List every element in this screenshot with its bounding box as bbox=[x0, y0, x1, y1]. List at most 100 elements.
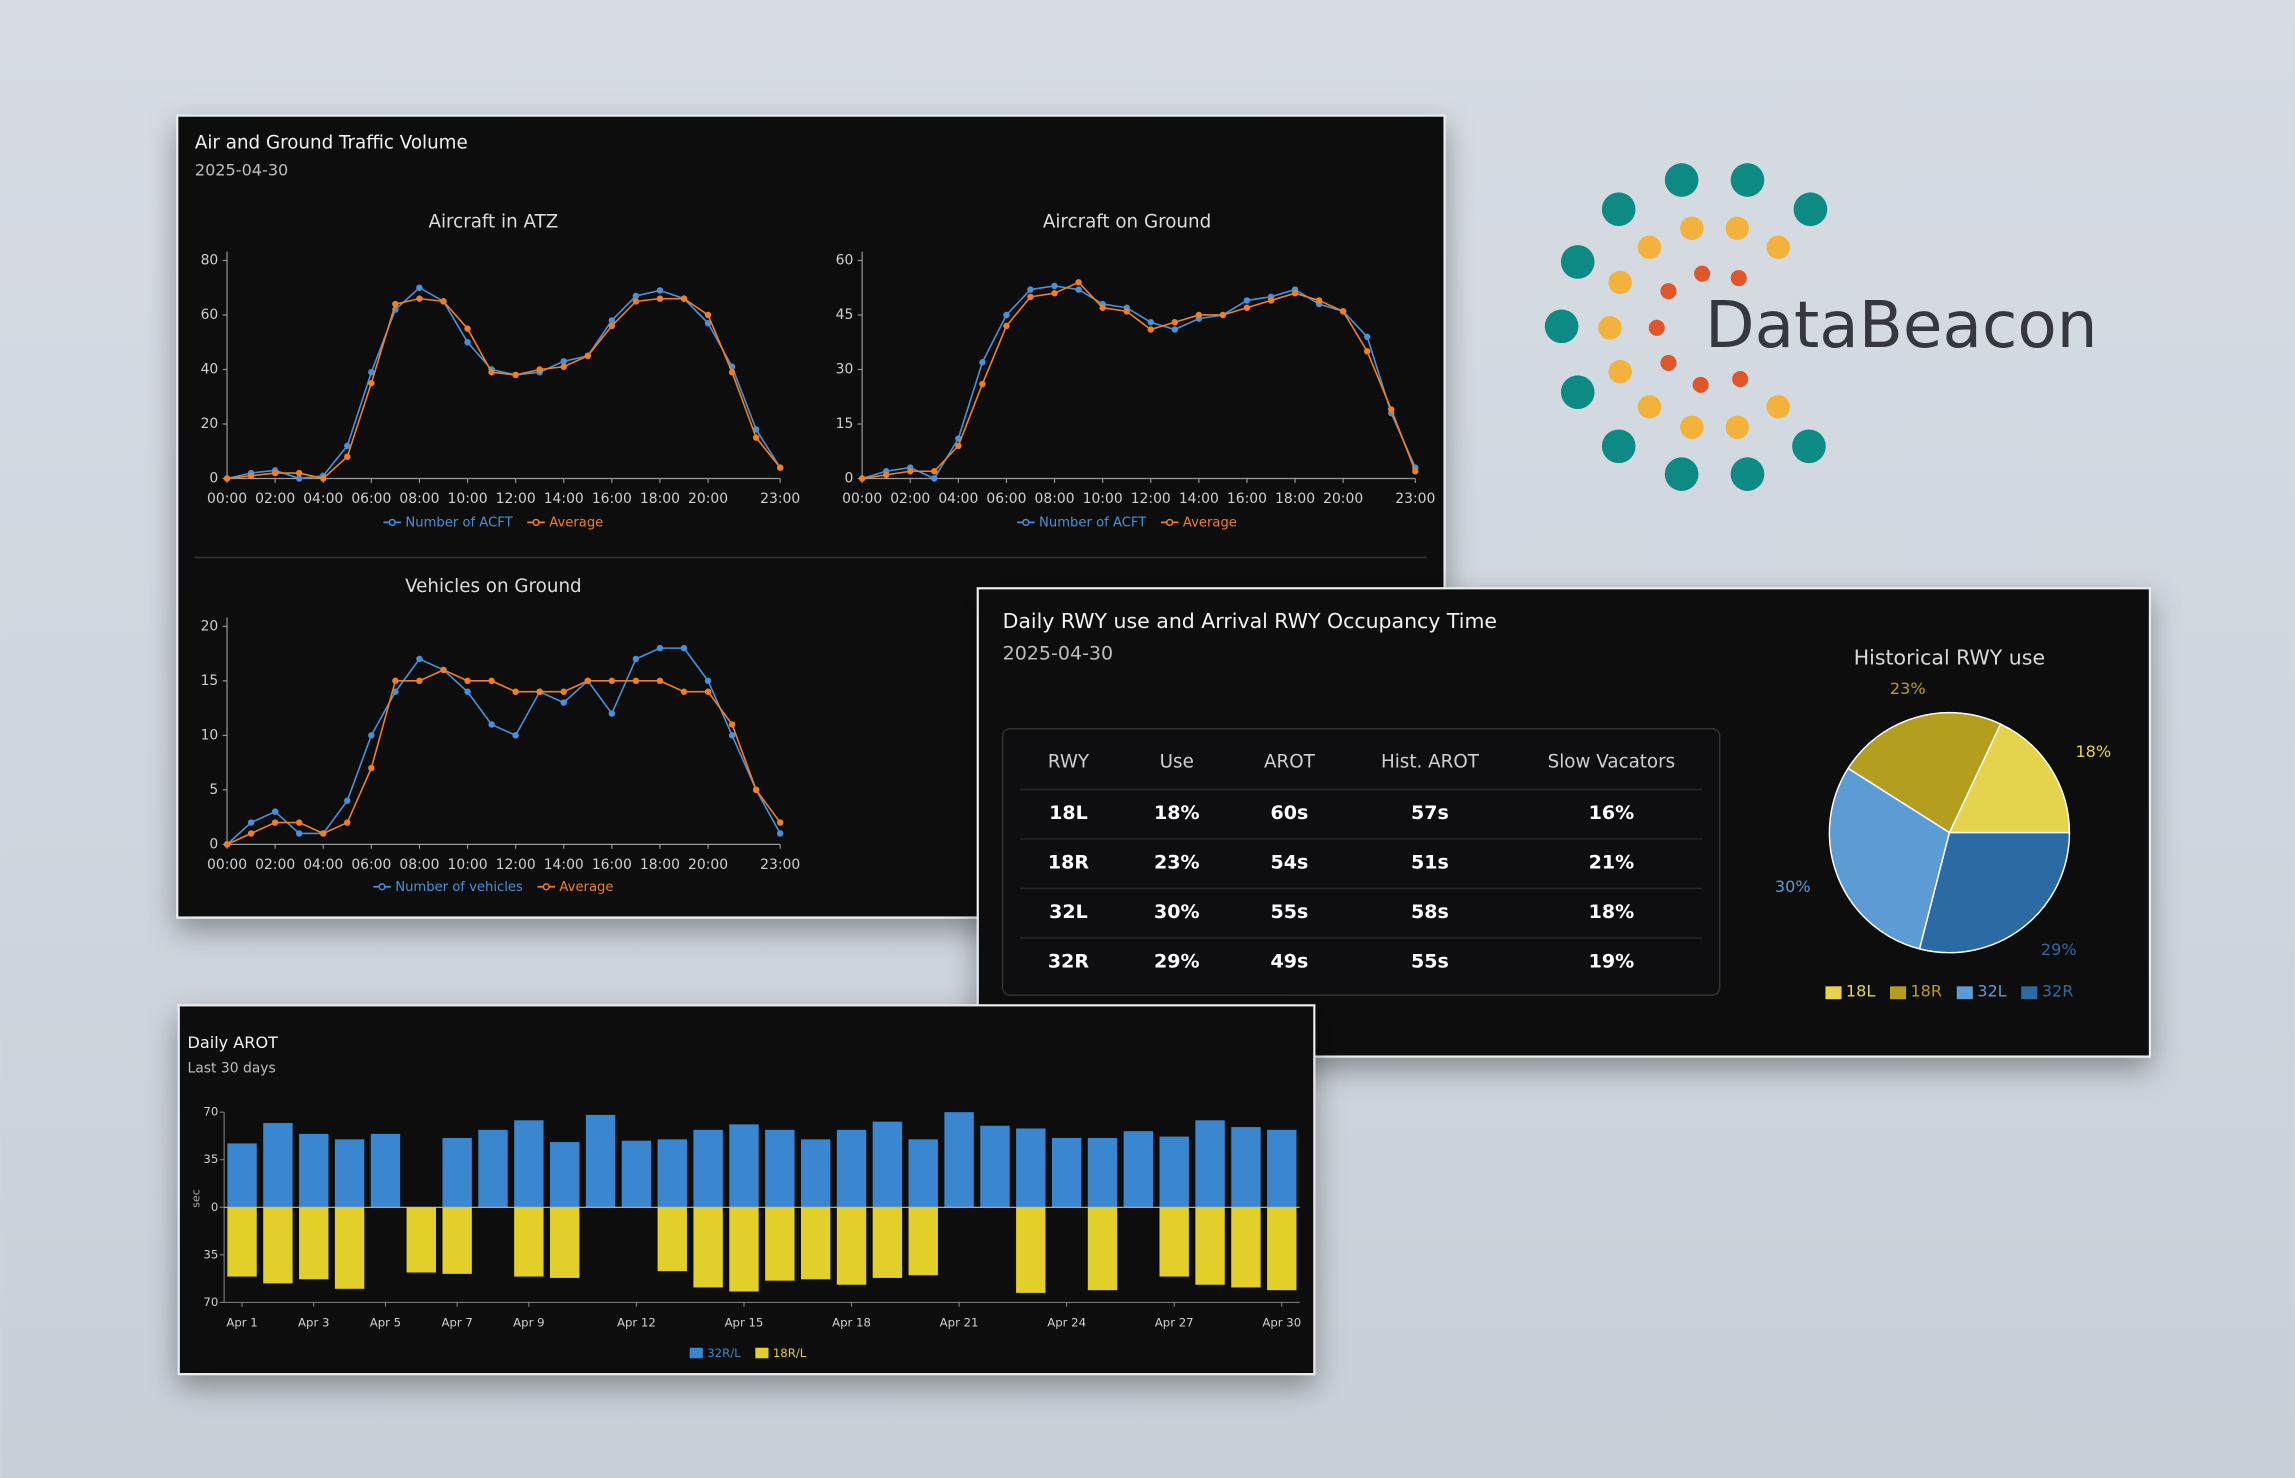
legend-label: Average bbox=[1183, 515, 1237, 530]
table-cell: 58s bbox=[1411, 901, 1449, 923]
line-point bbox=[907, 468, 914, 475]
line-point bbox=[271, 469, 279, 477]
pie-slice bbox=[1847, 711, 2002, 834]
x-tick-label: 16:00 bbox=[1227, 491, 1267, 507]
y-tick-label: 70 bbox=[203, 1105, 218, 1119]
line-point bbox=[368, 764, 375, 772]
line-point bbox=[728, 721, 736, 728]
logo-dot bbox=[1660, 283, 1677, 300]
x-tick-label: 04:00 bbox=[303, 491, 343, 507]
line-point bbox=[632, 677, 640, 685]
x-tick-label: 06:00 bbox=[351, 857, 391, 873]
legend-label: 32L bbox=[1977, 982, 2006, 1001]
bar bbox=[442, 1207, 472, 1274]
x-tick-label: Apr 7 bbox=[441, 1315, 472, 1329]
line-point bbox=[752, 434, 760, 441]
x-tick-label: Apr 5 bbox=[370, 1315, 401, 1329]
line-point bbox=[488, 677, 495, 685]
logo-dot bbox=[1680, 216, 1704, 240]
table-cell: 18R bbox=[1048, 852, 1089, 874]
y-tick-label: 0 bbox=[211, 1200, 218, 1214]
line-point bbox=[1027, 293, 1034, 301]
bar bbox=[729, 1207, 759, 1292]
bar bbox=[765, 1129, 795, 1208]
bar bbox=[800, 1139, 831, 1208]
y-tick-label: 60 bbox=[836, 252, 854, 268]
bar bbox=[1267, 1207, 1297, 1291]
y-tick-label: 15 bbox=[201, 673, 219, 689]
line-point bbox=[560, 358, 567, 365]
bar bbox=[944, 1112, 974, 1208]
table-cell: 55s bbox=[1271, 901, 1309, 923]
line-point bbox=[271, 819, 279, 826]
line-point bbox=[584, 677, 592, 685]
x-tick-label: 10:00 bbox=[448, 491, 488, 507]
line-point bbox=[955, 442, 962, 450]
x-tick-label: 14:00 bbox=[544, 857, 584, 873]
line-point bbox=[931, 468, 938, 475]
bar bbox=[1016, 1207, 1046, 1293]
legend-icon bbox=[388, 518, 396, 527]
legend-label: 18R/L bbox=[773, 1346, 807, 1360]
line-point bbox=[464, 339, 471, 346]
panel-subtitle: 2025-04-30 bbox=[195, 161, 288, 180]
line-point bbox=[560, 363, 567, 370]
bar bbox=[227, 1207, 257, 1277]
logo-dot bbox=[1608, 270, 1632, 295]
line-point bbox=[656, 644, 664, 652]
x-tick-label: 18:00 bbox=[640, 857, 680, 873]
line-point bbox=[1315, 297, 1323, 304]
panel-title: Air and Ground Traffic Volume bbox=[195, 132, 468, 153]
chart-title: Vehicles on Ground bbox=[405, 576, 582, 597]
line-point bbox=[608, 322, 616, 330]
table-cell: 51s bbox=[1411, 852, 1449, 874]
line-point bbox=[1171, 326, 1179, 333]
bar bbox=[370, 1133, 401, 1208]
line-point bbox=[1075, 279, 1082, 286]
line-point bbox=[344, 819, 351, 826]
pie-label: 29% bbox=[2041, 940, 2077, 959]
bar bbox=[908, 1207, 938, 1276]
bar bbox=[621, 1140, 652, 1208]
bar bbox=[550, 1142, 580, 1208]
line-point bbox=[632, 298, 640, 305]
line-point bbox=[1027, 286, 1034, 293]
logo-dot bbox=[1680, 415, 1704, 440]
line-point bbox=[1003, 311, 1010, 319]
x-tick-label: Apr 12 bbox=[617, 1315, 656, 1329]
x-tick-label: Apr 15 bbox=[725, 1315, 764, 1329]
x-tick-label: 10:00 bbox=[1083, 491, 1123, 507]
line-point bbox=[656, 677, 664, 685]
line-point bbox=[416, 284, 423, 291]
panel: Daily AROT Last 30 days sec 70 35 0 35 70 Apr 1 A… bbox=[177, 1004, 1316, 1376]
line-point bbox=[1339, 308, 1347, 315]
line-point bbox=[488, 721, 495, 728]
y-tick-label: 35 bbox=[203, 1247, 218, 1261]
table-cell: 32R bbox=[1048, 951, 1089, 973]
line-point bbox=[295, 819, 303, 826]
pie-label: 23% bbox=[1890, 679, 1926, 698]
bar bbox=[1231, 1207, 1261, 1288]
legend: 18L 18R 32L 32R bbox=[1825, 982, 2073, 1001]
logo-dot bbox=[1732, 370, 1749, 388]
x-tick-label: Apr 27 bbox=[1155, 1315, 1194, 1329]
x-tick-label: 12:00 bbox=[1131, 491, 1171, 507]
panel: Daily RWY use and Arrival RWY Occupancy … bbox=[976, 587, 2152, 1058]
line-point bbox=[608, 317, 616, 324]
line-point bbox=[512, 732, 519, 739]
table-cell: 29% bbox=[1154, 951, 1200, 973]
line-point bbox=[1363, 348, 1371, 355]
x-tick-label: 02:00 bbox=[255, 491, 295, 507]
x-tick-label: 12:00 bbox=[496, 491, 536, 507]
table-header: RWY bbox=[1048, 751, 1090, 772]
line-point bbox=[320, 475, 327, 482]
x-tick-label: 18:00 bbox=[1275, 491, 1315, 507]
x-tick-label: Apr 3 bbox=[298, 1315, 329, 1329]
y-tick-label: 0 bbox=[845, 471, 854, 487]
x-tick-label: 02:00 bbox=[890, 491, 930, 507]
line-point bbox=[1123, 308, 1130, 315]
line-point bbox=[368, 369, 375, 376]
y-tick-label: 5 bbox=[209, 782, 218, 798]
x-tick-label: 08:00 bbox=[1035, 491, 1075, 507]
table-cell: 55s bbox=[1411, 951, 1449, 973]
